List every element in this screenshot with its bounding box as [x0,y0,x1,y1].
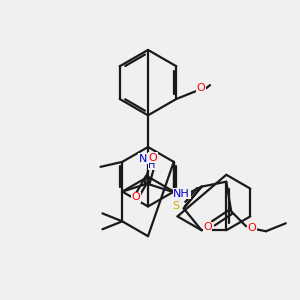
Text: O: O [203,222,212,232]
Text: S: S [172,202,179,212]
Text: O: O [197,83,206,93]
Text: O: O [148,153,158,163]
Text: NH: NH [173,189,190,199]
Text: H: H [148,160,156,170]
Text: O: O [248,223,256,233]
Text: O: O [132,192,140,202]
Text: N: N [139,154,147,164]
